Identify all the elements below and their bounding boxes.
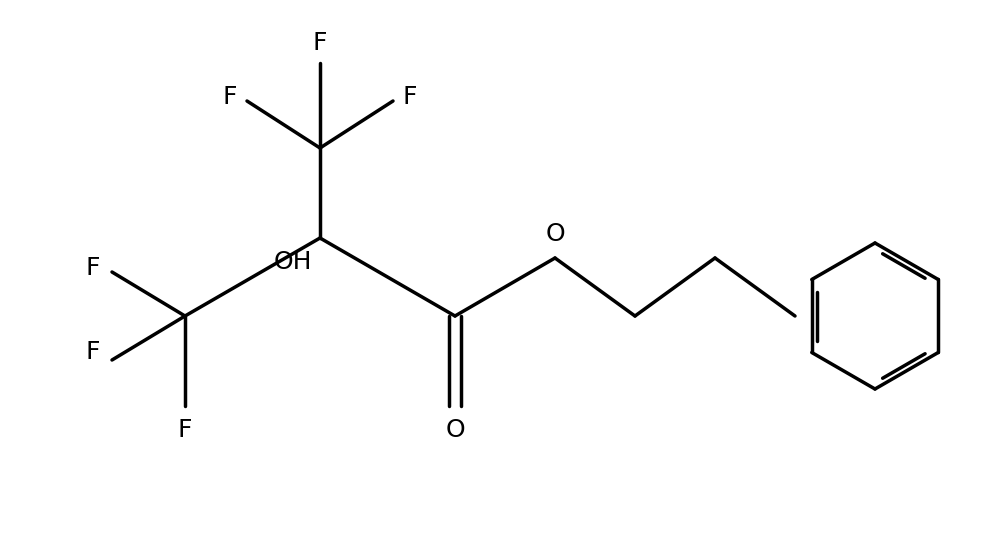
Text: O: O: [545, 222, 564, 246]
Text: F: F: [178, 418, 192, 442]
Text: F: F: [313, 31, 327, 55]
Text: O: O: [446, 418, 465, 442]
Text: OH: OH: [274, 250, 312, 274]
Text: F: F: [86, 340, 100, 364]
Text: F: F: [86, 256, 100, 280]
Text: F: F: [403, 85, 417, 109]
Text: F: F: [222, 85, 237, 109]
